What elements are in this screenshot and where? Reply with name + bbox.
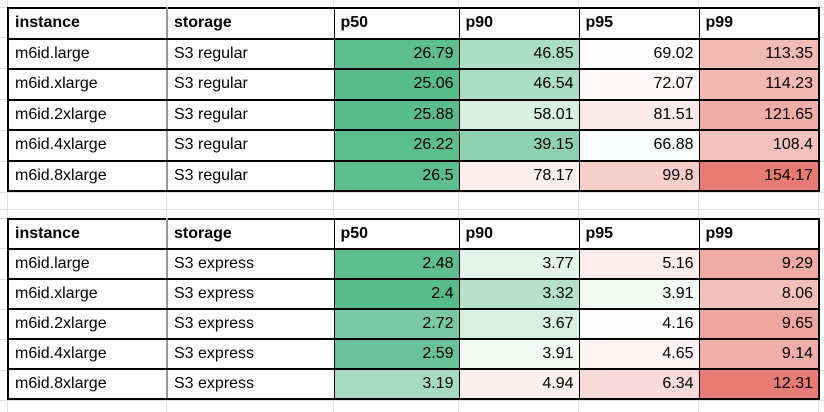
cell-storage[interactable]: S3 express [166, 338, 335, 370]
cell-p50[interactable]: 2.4 [333, 278, 460, 310]
cell-p50[interactable]: 25.06 [333, 68, 460, 101]
cell-instance[interactable]: m6id.2xlarge [7, 308, 168, 340]
cell-storage[interactable]: S3 regular [166, 159, 335, 192]
cell-instance[interactable]: m6id.xlarge [7, 278, 168, 310]
cell-instance[interactable]: m6id.xlarge [7, 68, 168, 101]
header-row: instance storage p50 p90 p95 p99 [7, 7, 820, 40]
cell-storage[interactable]: S3 regular [166, 37, 335, 70]
cell-instance[interactable]: m6id.8xlarge [7, 368, 168, 400]
table-row: m6id.2xlarge S3 express 2.72 3.67 4.16 9… [7, 308, 820, 340]
table-row: m6id.4xlarge S3 express 2.59 3.91 4.65 9… [7, 338, 820, 370]
table-row: m6id.2xlarge S3 regular 25.88 58.01 81.5… [7, 98, 820, 131]
cell-p95[interactable]: 4.16 [578, 308, 700, 340]
cell-p50[interactable]: 2.72 [333, 308, 460, 340]
col-header-p90[interactable]: p90 [458, 218, 580, 250]
cell-p90[interactable]: 39.15 [458, 129, 580, 162]
col-header-p99[interactable]: p99 [698, 218, 820, 250]
table-row: m6id.8xlarge S3 regular 26.5 78.17 99.8 … [7, 159, 820, 192]
col-header-instance[interactable]: instance [7, 218, 168, 250]
table-row: m6id.8xlarge S3 express 3.19 4.94 6.34 1… [7, 368, 820, 400]
cell-storage[interactable]: S3 regular [166, 129, 335, 162]
cell-p95[interactable]: 66.88 [578, 129, 700, 162]
cell-instance[interactable]: m6id.large [7, 37, 168, 70]
col-header-instance[interactable]: instance [7, 7, 168, 40]
col-header-storage[interactable]: storage [166, 7, 335, 40]
gridline [7, 0, 8, 412]
table-row: m6id.large S3 regular 26.79 46.85 69.02 … [7, 37, 820, 70]
cell-p50[interactable]: 26.22 [333, 129, 460, 162]
cell-p50[interactable]: 25.88 [333, 98, 460, 131]
cell-p95[interactable]: 6.34 [578, 368, 700, 400]
cell-instance[interactable]: m6id.2xlarge [7, 98, 168, 131]
cell-p95[interactable]: 4.65 [578, 338, 700, 370]
cell-p99[interactable]: 9.29 [698, 248, 820, 280]
cell-p95[interactable]: 99.8 [578, 159, 700, 192]
cell-p99[interactable]: 8.06 [698, 278, 820, 310]
cell-p90[interactable]: 46.85 [458, 37, 580, 70]
cell-storage[interactable]: S3 regular [166, 68, 335, 101]
cell-p90[interactable]: 78.17 [458, 159, 580, 192]
cell-p90[interactable]: 46.54 [458, 68, 580, 101]
latency-table-s3-regular: instance storage p50 p90 p95 p99 m6id.la… [7, 7, 820, 192]
cell-p90[interactable]: 58.01 [458, 98, 580, 131]
cell-p90[interactable]: 4.94 [458, 368, 580, 400]
cell-p95[interactable]: 81.51 [578, 98, 700, 131]
cell-p90[interactable]: 3.91 [458, 338, 580, 370]
cell-p90[interactable]: 3.77 [458, 248, 580, 280]
gridline [698, 0, 699, 412]
cell-p99[interactable]: 12.31 [698, 368, 820, 400]
latency-table-s3-express: instance storage p50 p90 p95 p99 m6id.la… [7, 218, 820, 400]
cell-storage[interactable]: S3 express [166, 308, 335, 340]
cell-p50[interactable]: 3.19 [333, 368, 460, 400]
cell-p50[interactable]: 2.48 [333, 248, 460, 280]
cell-instance[interactable]: m6id.4xlarge [7, 338, 168, 370]
col-header-p95[interactable]: p95 [578, 218, 700, 250]
cell-p95[interactable]: 5.16 [578, 248, 700, 280]
col-header-p95[interactable]: p95 [578, 7, 700, 40]
cell-storage[interactable]: S3 express [166, 278, 335, 310]
cell-p99[interactable]: 9.14 [698, 338, 820, 370]
gridline [333, 0, 334, 412]
gridline [578, 0, 579, 412]
cell-p99[interactable]: 113.35 [698, 37, 820, 70]
cell-p99[interactable]: 154.17 [698, 159, 820, 192]
cell-p50[interactable]: 26.79 [333, 37, 460, 70]
cell-p90[interactable]: 3.32 [458, 278, 580, 310]
cell-p95[interactable]: 72.07 [578, 68, 700, 101]
col-header-p50[interactable]: p50 [333, 218, 460, 250]
cell-p99[interactable]: 121.65 [698, 98, 820, 131]
table-row: m6id.large S3 express 2.48 3.77 5.16 9.2… [7, 248, 820, 280]
table-row: m6id.xlarge S3 express 2.4 3.32 3.91 8.0… [7, 278, 820, 310]
cell-p99[interactable]: 108.4 [698, 129, 820, 162]
col-header-storage[interactable]: storage [166, 218, 335, 250]
gridline [458, 0, 459, 412]
cell-p50[interactable]: 26.5 [333, 159, 460, 192]
gridline [0, 209, 824, 210]
cell-storage[interactable]: S3 express [166, 248, 335, 280]
col-header-p50[interactable]: p50 [333, 7, 460, 40]
cell-p99[interactable]: 114.23 [698, 68, 820, 101]
cell-instance[interactable]: m6id.8xlarge [7, 159, 168, 192]
cell-p90[interactable]: 3.67 [458, 308, 580, 340]
gridline [166, 0, 167, 412]
col-header-p99[interactable]: p99 [698, 7, 820, 40]
cell-p95[interactable]: 3.91 [578, 278, 700, 310]
table-row: m6id.xlarge S3 regular 25.06 46.54 72.07… [7, 68, 820, 101]
cell-p99[interactable]: 9.65 [698, 308, 820, 340]
cell-instance[interactable]: m6id.4xlarge [7, 129, 168, 162]
gridline [0, 400, 824, 401]
header-row: instance storage p50 p90 p95 p99 [7, 218, 820, 250]
cell-storage[interactable]: S3 regular [166, 98, 335, 131]
gridline [0, 192, 824, 193]
cell-p50[interactable]: 2.59 [333, 338, 460, 370]
table-row: m6id.4xlarge S3 regular 26.22 39.15 66.8… [7, 129, 820, 162]
cell-p95[interactable]: 69.02 [578, 37, 700, 70]
cell-storage[interactable]: S3 express [166, 368, 335, 400]
cell-instance[interactable]: m6id.large [7, 248, 168, 280]
gridline [818, 0, 819, 412]
col-header-p90[interactable]: p90 [458, 7, 580, 40]
